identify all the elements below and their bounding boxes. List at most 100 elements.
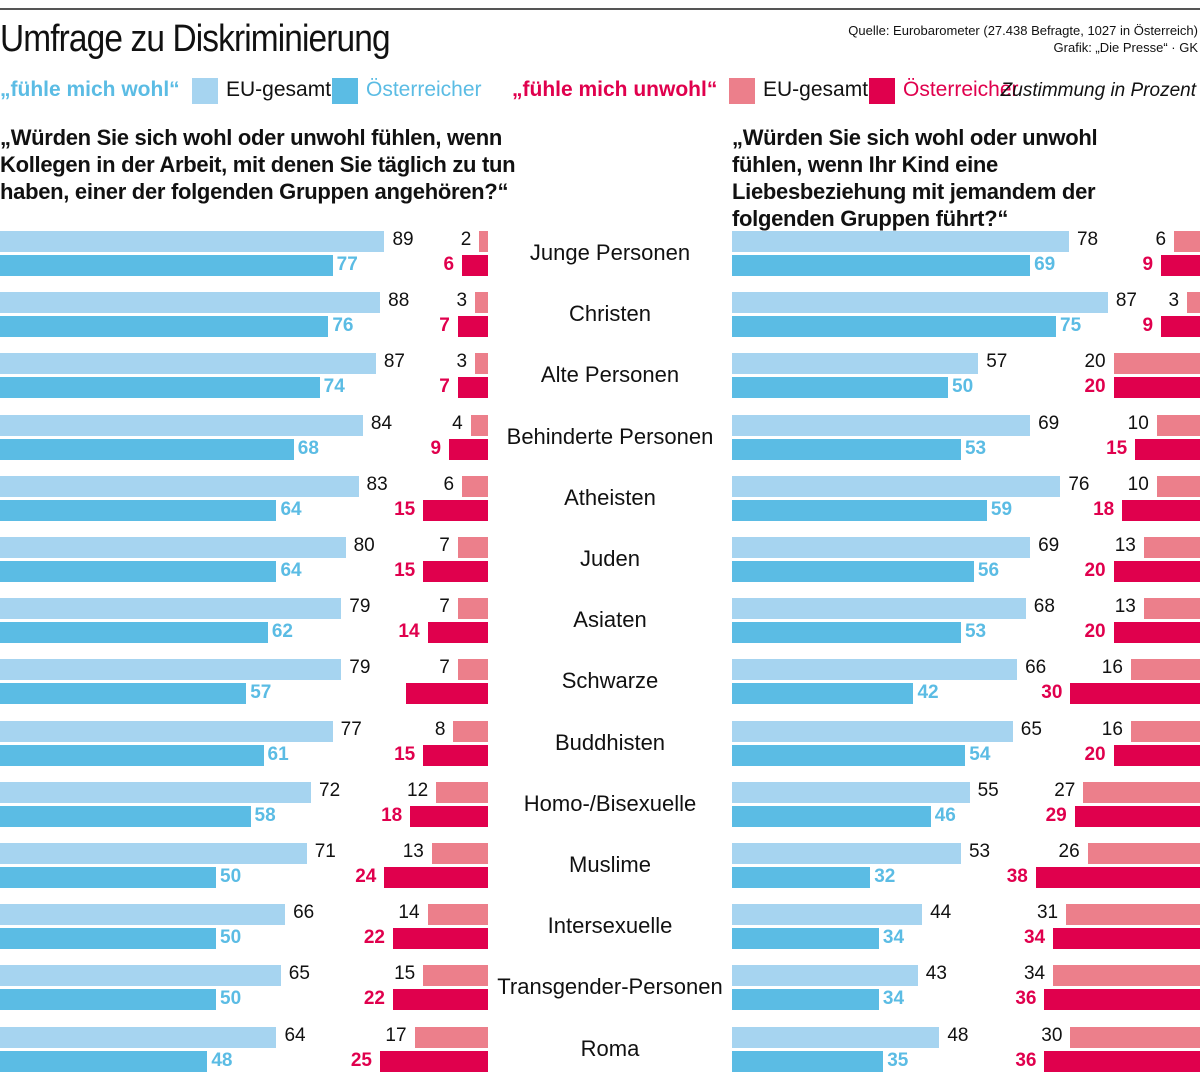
- left-label-unwohl-at: 14: [398, 621, 420, 643]
- right-label-wohl-at: 34: [882, 927, 905, 949]
- left-label-unwohl-at: 25: [350, 1049, 372, 1071]
- right-bar-wohl-eu: [732, 965, 918, 987]
- left-label-wohl-eu: 80: [353, 535, 375, 556]
- left-label-wohl-eu: 71: [314, 841, 336, 862]
- left-bar-wohl-at: [0, 989, 216, 1011]
- category-label: Atheisten: [564, 484, 656, 510]
- left-bar-wohl-eu: [0, 659, 342, 681]
- left-label-unwohl-eu: 13: [402, 841, 424, 862]
- right-bar-wohl-eu: [732, 353, 979, 375]
- right-label-wohl-at: 35: [887, 1049, 909, 1071]
- left-bar-unwohl-eu: [479, 231, 488, 252]
- left-bar-wohl-at: [0, 316, 329, 338]
- category-label: Transgender-Personen: [497, 974, 723, 1000]
- left-bar-unwohl-eu: [475, 292, 488, 314]
- left-bar-wohl-eu: [0, 292, 381, 314]
- right-bar-wohl-eu: [732, 231, 1069, 252]
- left-label-unwohl-eu: 2: [460, 229, 472, 250]
- left-label-unwohl-at: 24: [355, 866, 377, 887]
- right-bar-wohl-at: [732, 683, 914, 705]
- left-bar-wohl-eu: [0, 598, 342, 620]
- right-label-unwohl-at: 9: [1142, 254, 1154, 275]
- right-bar-unwohl-at: [1035, 867, 1200, 888]
- question-right: „Würden Sie sich wohl oder unwohl fühlen…: [732, 125, 1098, 231]
- right-label-unwohl-eu: 6: [1155, 229, 1167, 250]
- left-label-unwohl-at: 22: [363, 927, 385, 949]
- left-label-wohl-at: 58: [254, 804, 276, 826]
- category-label: Asiaten: [573, 607, 647, 633]
- right-bar-unwohl-at: [1044, 1050, 1200, 1072]
- left-bar-unwohl-eu: [436, 781, 488, 803]
- right-bar-unwohl-eu: [1130, 720, 1200, 742]
- left-label-wohl-eu: 66: [293, 902, 315, 924]
- left-bar-wohl-eu: [0, 231, 385, 252]
- right-bar-unwohl-at: [1113, 561, 1200, 582]
- left-label-unwohl-eu: 6: [443, 473, 455, 495]
- left-label-unwohl-eu: 15: [394, 963, 416, 985]
- category-label: Alte Personen: [540, 362, 680, 388]
- left-bar-unwohl-at: [423, 499, 488, 521]
- right-bar-wohl-eu: [732, 475, 1061, 497]
- right-bar-wohl-at: [732, 928, 879, 950]
- right-bar-wohl-eu: [732, 720, 1013, 742]
- right-bar-unwohl-at: [1113, 622, 1200, 644]
- right-label-unwohl-eu: 27: [1054, 779, 1076, 801]
- right-label-unwohl-at: 20: [1084, 743, 1106, 765]
- right-label-unwohl-eu: 34: [1023, 963, 1046, 985]
- right-bar-wohl-eu: [732, 659, 1018, 681]
- left-bar-wohl-eu: [0, 781, 312, 803]
- left-label-wohl-at: 64: [280, 498, 302, 520]
- left-bar-unwohl-at: [457, 377, 488, 399]
- right-bar-wohl-at: [732, 622, 961, 644]
- left-bar-unwohl-eu: [457, 598, 488, 620]
- left-label-wohl-at: 74: [323, 376, 345, 398]
- category-label: Buddhisten: [554, 729, 666, 755]
- left-label-unwohl-at: 22: [363, 988, 385, 1010]
- right-bar-wohl-at: [732, 989, 879, 1011]
- left-label-wohl-at: 62: [271, 621, 293, 643]
- legend: „fühle mich wohl“ EU-gesamt Österreicher…: [0, 78, 1200, 108]
- left-label-wohl-eu: 64: [284, 1024, 306, 1046]
- category-label: Junge Personen: [529, 240, 691, 265]
- left-bar-wohl-at: [0, 499, 277, 521]
- category-label: Roma: [580, 1035, 640, 1061]
- legend-swatch-wohl-eu: [192, 78, 218, 104]
- right-label-wohl-eu: 48: [947, 1024, 969, 1046]
- left-bar-wohl-at: [0, 683, 247, 705]
- right-bar-unwohl-at: [1113, 744, 1200, 766]
- left-bar-unwohl-eu: [475, 353, 488, 375]
- left-bar-wohl-at: [0, 744, 264, 766]
- right-label-unwohl-eu: 16: [1101, 657, 1123, 679]
- right-label-wohl-at: 59: [990, 498, 1013, 520]
- right-label-wohl-eu: 53: [968, 841, 991, 862]
- left-label-wohl-at: 50: [220, 866, 242, 887]
- left-label-wohl-at: 68: [297, 437, 319, 459]
- left-bar-unwohl-at: [427, 622, 488, 644]
- unit-note: Zustimmung in Prozent: [1000, 80, 1196, 101]
- right-label-wohl-eu: 78: [1076, 229, 1099, 250]
- left-label-wohl-eu: 77: [340, 718, 362, 740]
- left-label-unwohl-eu: 3: [456, 290, 468, 312]
- left-label-unwohl-eu: 8: [434, 718, 446, 740]
- left-bar-unwohl-at: [462, 255, 488, 276]
- left-bar-wohl-eu: [0, 1026, 277, 1048]
- right-label-wohl-eu: 55: [977, 779, 999, 801]
- left-bar-unwohl-eu: [427, 904, 488, 926]
- left-bar-unwohl-at: [457, 316, 488, 338]
- left-bar-unwohl-eu: [423, 965, 488, 987]
- legend-swatch-wohl-at: [332, 78, 358, 104]
- right-label-unwohl-eu: 10: [1127, 473, 1149, 495]
- right-bar-unwohl-eu: [1130, 659, 1200, 681]
- left-label-wohl-eu: 83: [366, 473, 388, 495]
- left-bar-wohl-at: [0, 867, 216, 888]
- right-bar-unwohl-at: [1070, 683, 1200, 705]
- right-label-unwohl-at: 18: [1093, 498, 1115, 520]
- right-label-wohl-eu: 69: [1038, 412, 1060, 434]
- left-bar-wohl-at: [0, 1050, 208, 1072]
- left-label-wohl-eu: 79: [349, 596, 371, 618]
- left-label-wohl-at: 50: [220, 927, 242, 949]
- left-label-unwohl-eu: 4: [452, 412, 463, 434]
- left-bar-wohl-at: [0, 438, 294, 460]
- right-label-wohl-at: 54: [969, 743, 991, 765]
- left-bar-unwohl-eu: [414, 1026, 488, 1048]
